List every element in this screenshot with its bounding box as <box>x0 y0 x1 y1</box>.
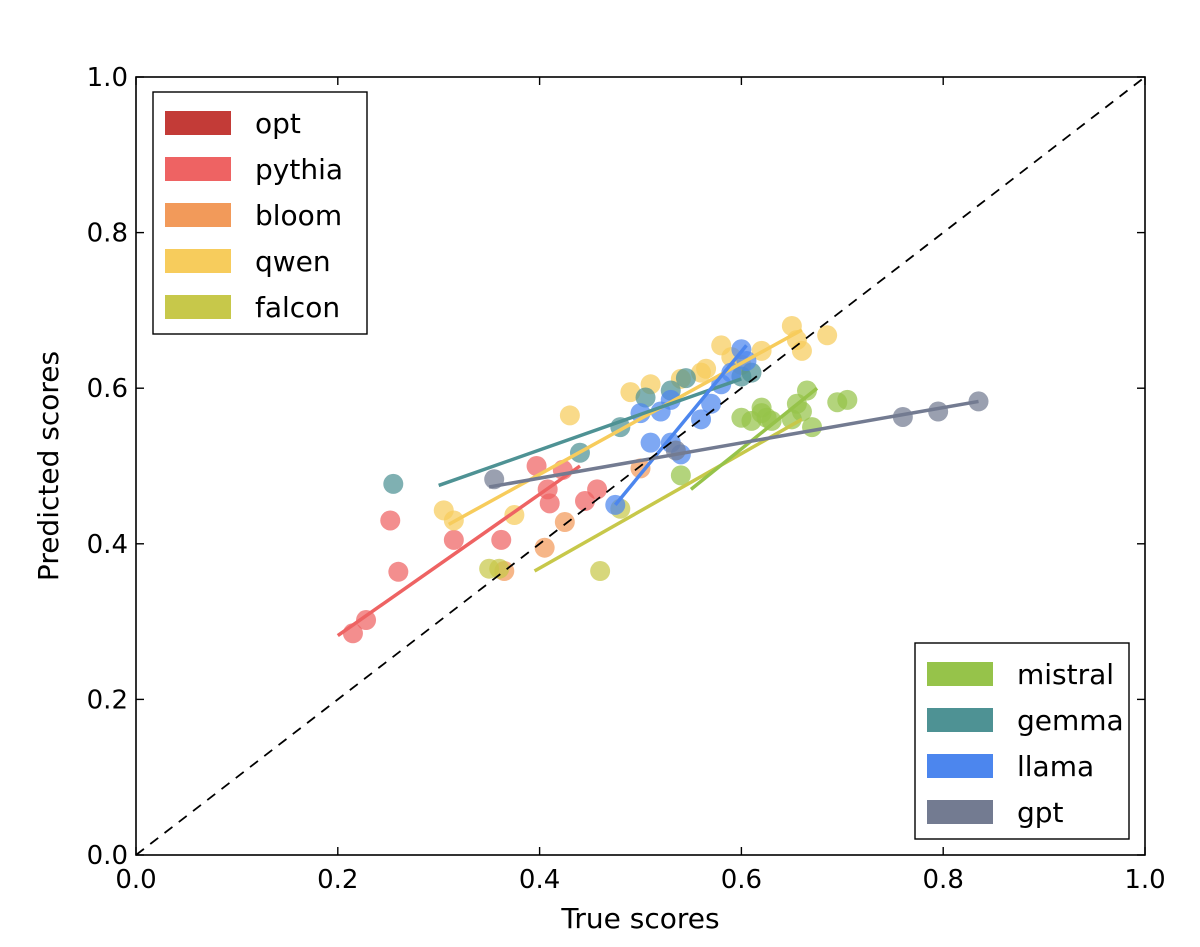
plot-frame <box>135 76 1146 856</box>
data-point-qwen <box>559 405 580 426</box>
legend-swatch-opt <box>165 111 231 135</box>
data-point-qwen <box>620 382 641 403</box>
legend-swatch-qwen <box>165 249 231 273</box>
data-point-pythia <box>380 510 401 531</box>
data-point-gpt <box>892 406 913 427</box>
data-point-bloom <box>554 512 575 533</box>
legend-label-llama: llama <box>1017 750 1094 783</box>
fit-line-gemma <box>438 377 742 488</box>
legend-swatch-mistral <box>927 662 993 686</box>
x-tick-label: 0.6 <box>721 865 762 895</box>
data-point-pythia <box>539 493 560 514</box>
legend-label-falcon: falcon <box>255 291 340 324</box>
data-point-mistral <box>802 417 823 438</box>
legend-label-bloom: bloom <box>255 199 342 232</box>
fit-line-mistral <box>689 386 819 491</box>
data-point-falcon <box>590 561 611 582</box>
data-point-llama <box>640 432 661 453</box>
y-tick-label: 0.0 <box>87 841 128 871</box>
fit-line-qwen <box>447 328 803 526</box>
legend-label-gpt: gpt <box>1017 796 1064 829</box>
data-point-mistral <box>761 410 782 431</box>
fit-lines-layer <box>336 328 979 638</box>
data-point-pythia <box>356 610 377 631</box>
legend-swatch-gemma <box>927 708 993 732</box>
data-point-llama <box>691 409 712 430</box>
x-tick-label: 0.2 <box>317 865 358 895</box>
data-point-mistral <box>670 465 691 486</box>
data-point-mistral <box>796 380 817 401</box>
x-axis-label: True scores <box>560 902 719 935</box>
y-axis-label: Predicted scores <box>32 351 65 581</box>
data-point-bloom <box>630 458 651 479</box>
data-point-pythia <box>491 529 512 550</box>
y-tick-label: 0.4 <box>87 530 128 560</box>
legend-label-mistral: mistral <box>1017 658 1114 691</box>
fit-line-falcon <box>533 417 803 573</box>
x-tick-label: 0.0 <box>115 865 156 895</box>
y-tick-label: 1.0 <box>87 63 128 93</box>
fit-line-llama <box>613 344 748 507</box>
data-point-gpt <box>928 401 949 422</box>
axis-ticks-layer: 0.0 0.2 0.4 0.6 0.8 1.0 0.0 0.2 0.4 0.6 0.8 1.0 <box>87 63 1166 895</box>
legends-layer: opt pythia bloom qwen falcon mistral gemma llam… <box>152 91 1130 840</box>
data-point-qwen <box>791 340 812 361</box>
legend-top-left: opt pythia bloom qwen falcon <box>152 91 368 335</box>
legend-label-opt: opt <box>255 107 301 140</box>
legend-swatch-pythia <box>165 157 231 181</box>
legend-swatch-falcon <box>165 295 231 319</box>
data-point-gemma <box>675 368 696 389</box>
data-point-qwen <box>696 358 717 379</box>
y-tick-label: 0.8 <box>87 219 128 249</box>
legend-label-gemma: gemma <box>1017 704 1124 737</box>
data-point-llama <box>701 393 722 414</box>
data-point-pythia <box>388 561 409 582</box>
y-tick-label: 0.6 <box>87 374 128 404</box>
data-point-qwen <box>817 325 838 346</box>
data-point-pythia <box>587 479 608 500</box>
data-point-pythia <box>443 529 464 550</box>
legend-swatch-bloom <box>165 203 231 227</box>
data-point-gemma <box>635 387 656 408</box>
x-tick-label: 0.4 <box>519 865 560 895</box>
data-point-falcon <box>489 558 510 579</box>
data-point-gemma <box>383 473 404 494</box>
legend-swatch-gpt <box>927 800 993 824</box>
legend-label-qwen: qwen <box>255 245 331 278</box>
data-point-bloom <box>534 537 555 558</box>
legend-label-pythia: pythia <box>255 153 343 186</box>
x-tick-label: 0.8 <box>923 865 964 895</box>
data-point-pythia <box>526 456 547 476</box>
fit-line-gpt <box>488 399 979 489</box>
y-tick-label: 0.2 <box>87 685 128 715</box>
legend-bottom-right: mistral gemma llama gpt <box>914 642 1130 840</box>
fit-line-pythia <box>336 464 581 638</box>
data-point-mistral <box>837 389 858 410</box>
identity-diagonal-line <box>135 76 1146 856</box>
legend-swatch-llama <box>927 754 993 778</box>
x-tick-label: 1.0 <box>1124 865 1165 895</box>
